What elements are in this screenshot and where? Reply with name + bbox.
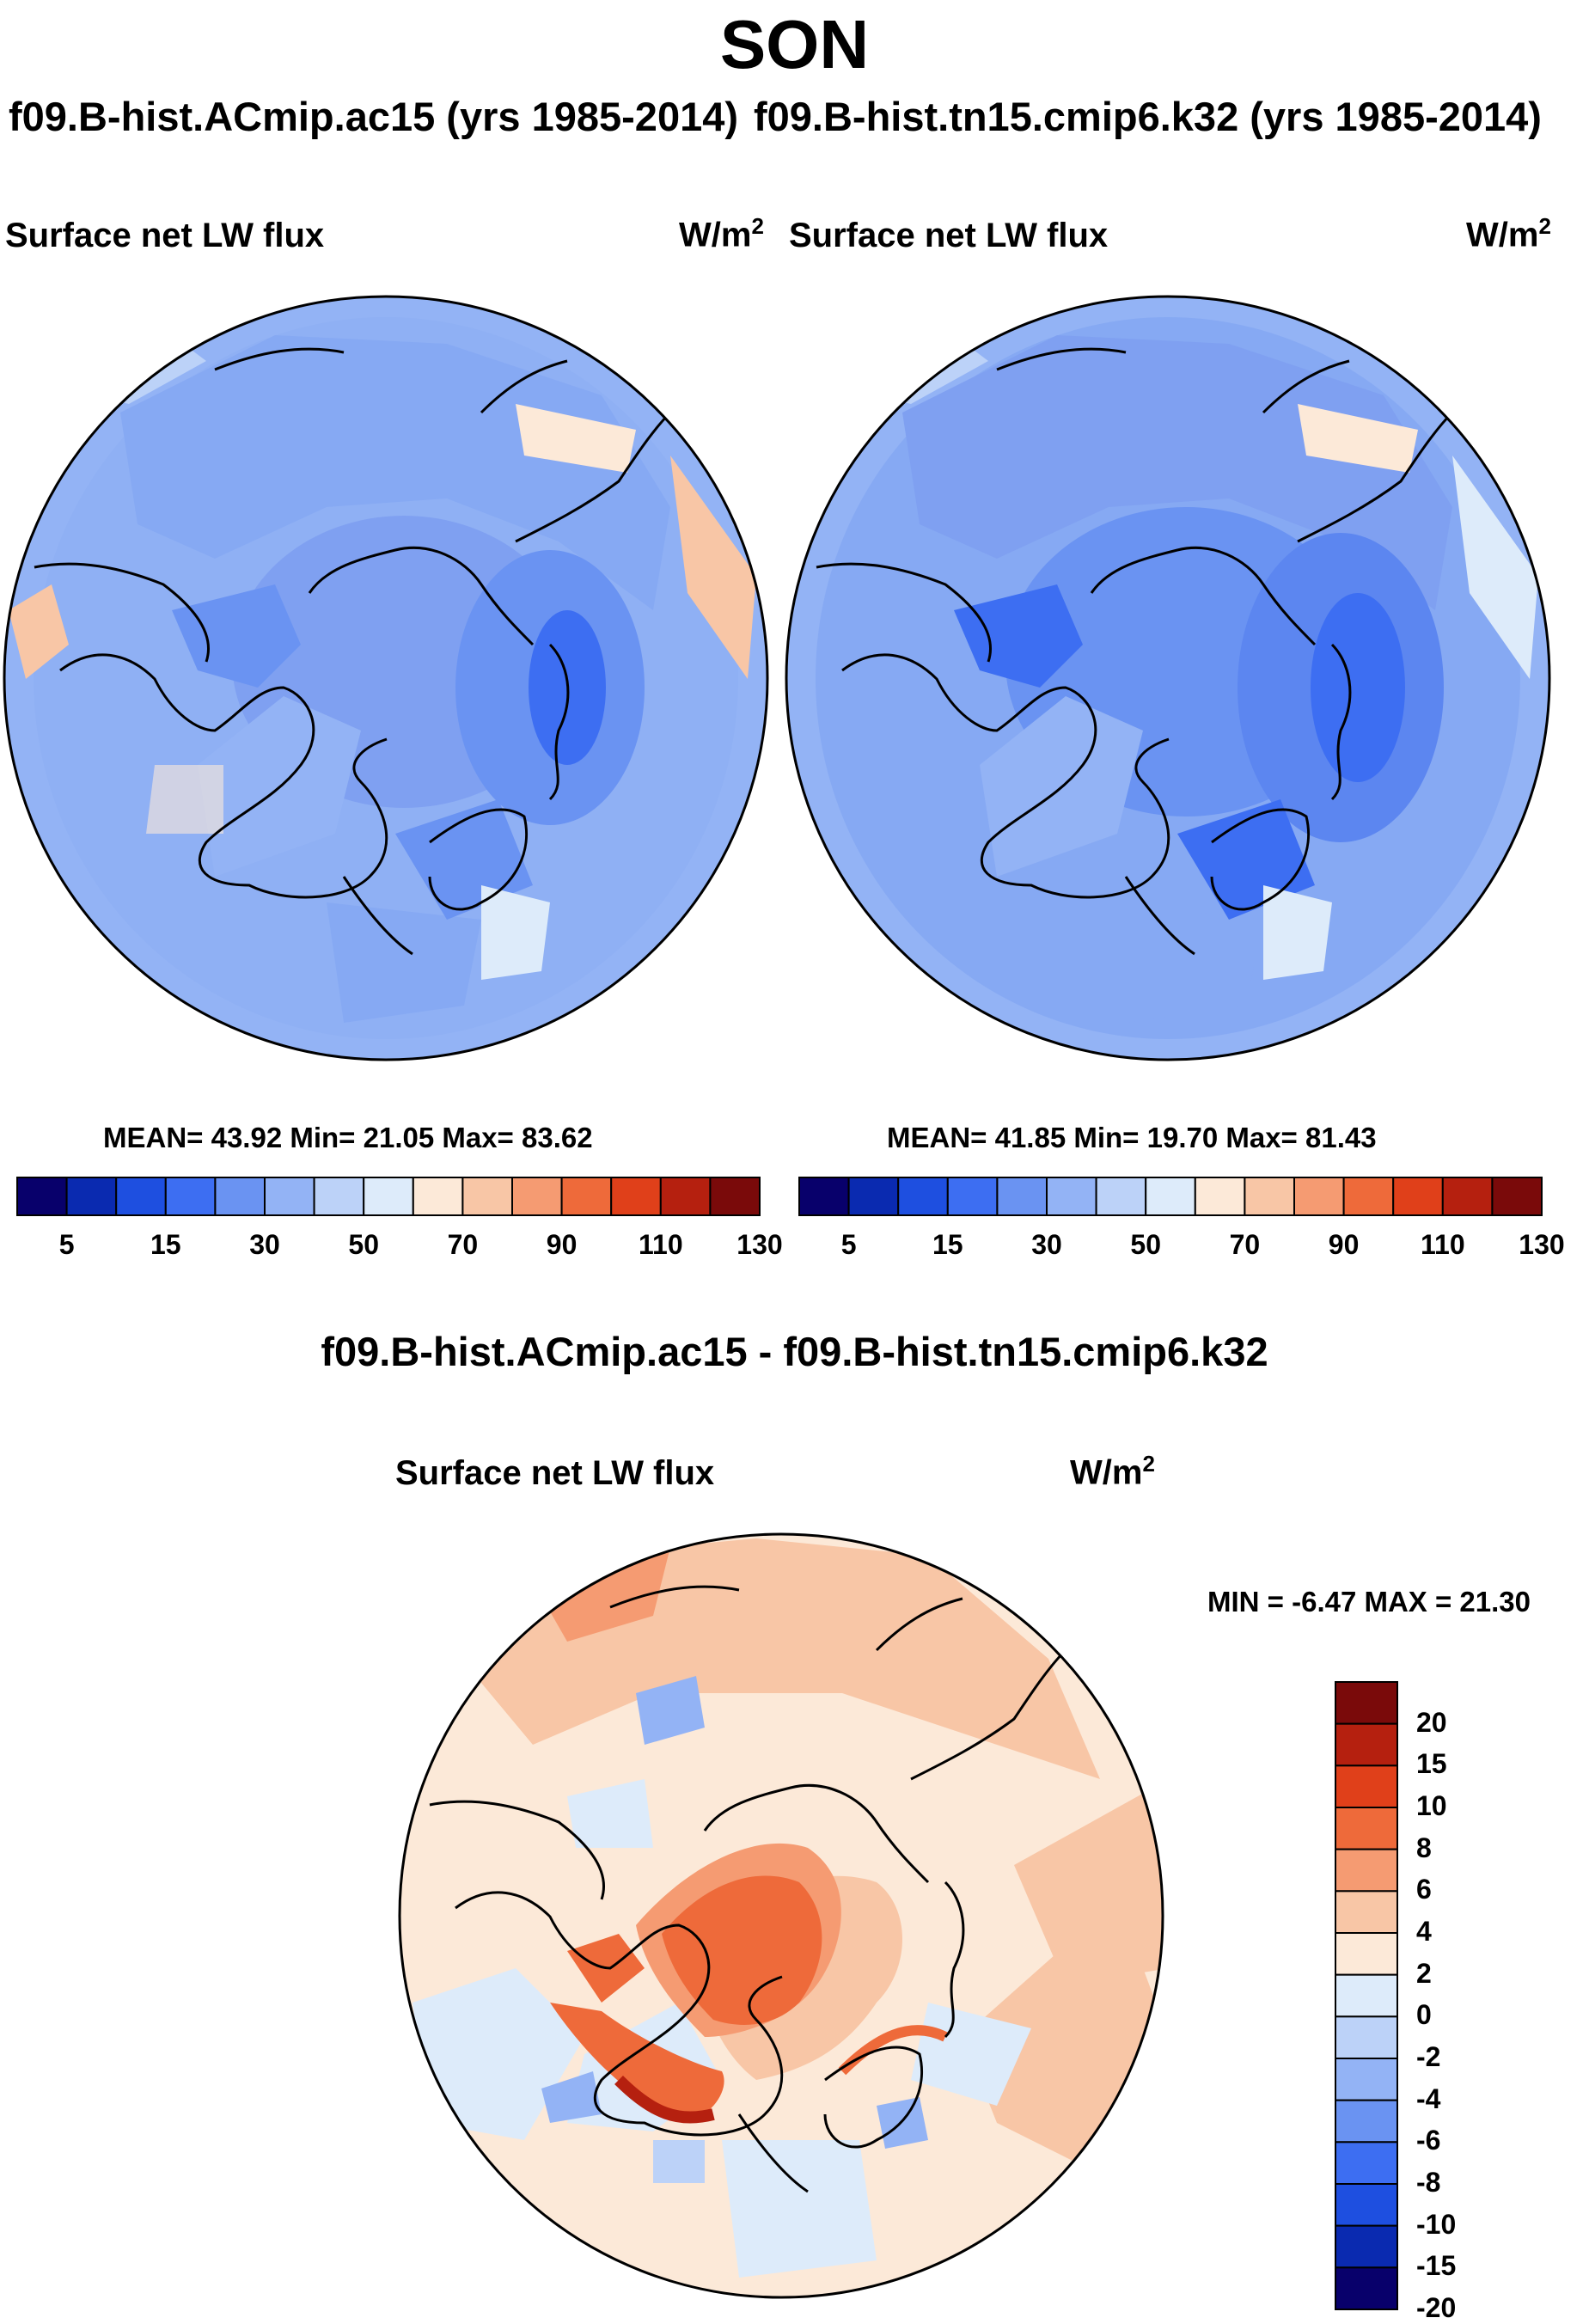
colorbar-swatch <box>1194 1177 1246 1216</box>
diff-variable-label: Surface net LW flux <box>395 1454 715 1492</box>
right-units-label: W/m2 <box>1466 213 1551 254</box>
colorbar-tick-label: -2 <box>1416 2041 1441 2072</box>
colorbar-swatch <box>1335 1681 1398 1725</box>
colorbar-tick-label: 50 <box>348 1229 379 1260</box>
colorbar-swatch <box>1335 2141 1398 2185</box>
colorbar-tick-label: 110 <box>638 1229 683 1260</box>
colorbar-tick-label: 110 <box>1420 1229 1465 1260</box>
main-title: SON <box>719 6 870 83</box>
colorbar-swatch <box>996 1177 1048 1216</box>
colorbar-tick-label: 8 <box>1416 1832 1432 1863</box>
left-variable-label: Surface net LW flux <box>5 217 325 254</box>
colorbar-swatch <box>709 1177 761 1216</box>
colorbar-tick-label: -4 <box>1416 2082 1441 2114</box>
colorbar-tick-label: 15 <box>1416 1748 1447 1780</box>
right-variable-label: Surface net LW flux <box>789 217 1109 254</box>
right-stats: MEAN= 41.85 Min= 19.70 Max= 81.43 <box>887 1122 1377 1153</box>
colorbar-swatch <box>1335 2224 1398 2269</box>
colorbar-swatch <box>1046 1177 1097 1216</box>
colorbar-swatch <box>16 1177 68 1216</box>
colorbar-swatch <box>1335 1932 1398 1976</box>
colorbar-swatch <box>897 1177 949 1216</box>
colorbar-tick-label: 90 <box>1328 1229 1360 1260</box>
colorbar-tick-label: 5 <box>58 1229 75 1260</box>
colorbar-tick-label: 0 <box>1416 1999 1432 2031</box>
colorbar-swatch <box>164 1177 217 1216</box>
colorbar-tick-label: 70 <box>447 1229 479 1260</box>
colorbar-tick-label: 20 <box>1416 1706 1447 1738</box>
colorbar-tick-label: 6 <box>1416 1874 1432 1905</box>
colorbar-tick-label: 30 <box>249 1229 280 1260</box>
colorbar-swatch <box>1095 1177 1147 1216</box>
colorbar-tick-label: 2 <box>1416 1957 1432 1989</box>
colorbar-swatch <box>1335 1890 1398 1934</box>
colorbar-swatch <box>1441 1177 1494 1216</box>
colorbar-swatch <box>1335 1848 1398 1893</box>
colorbar-swatch <box>65 1177 118 1216</box>
right-polar-map <box>785 295 1551 1061</box>
colorbar-swatch <box>1335 2183 1398 2227</box>
colorbar-tick-label: -8 <box>1416 2167 1441 2198</box>
colorbar-swatch <box>1491 1177 1543 1216</box>
colorbar-swatch <box>412 1177 464 1216</box>
colorbar-swatch <box>313 1177 365 1216</box>
colorbar-swatch <box>946 1177 999 1216</box>
colorbar-tick-label: 15 <box>150 1229 181 1260</box>
left-case-title: f09.B-hist.ACmip.ac15 (yrs 1985-2014) <box>9 94 739 139</box>
colorbar-tick-label: 4 <box>1416 1916 1432 1947</box>
colorbar-swatch <box>1335 2266 1398 2310</box>
colorbar-tick-label: -20 <box>1416 2292 1457 2323</box>
colorbar-swatch <box>1335 1973 1398 2018</box>
colorbar-tick-label: 130 <box>1519 1229 1565 1260</box>
colorbar-swatch <box>798 1177 850 1216</box>
right-colorbar <box>798 1177 1543 1216</box>
colorbar-swatch <box>1244 1177 1296 1216</box>
colorbar-tick-label: 50 <box>1130 1229 1161 1260</box>
colorbar-swatch <box>1335 2058 1398 2101</box>
colorbar-swatch <box>1335 2099 1398 2144</box>
diff-stats: MIN = -6.47 MAX = 21.30 <box>1207 1586 1531 1618</box>
colorbar-swatch <box>659 1177 712 1216</box>
left-polar-map <box>3 295 769 1061</box>
colorbar-tick-label: 5 <box>840 1229 857 1260</box>
diff-units-label: W/m2 <box>1070 1451 1155 1492</box>
colorbar-tick-label: -10 <box>1416 2208 1457 2240</box>
colorbar-tick-label: 30 <box>1031 1229 1062 1260</box>
colorbar-swatch <box>560 1177 613 1216</box>
colorbar-swatch <box>847 1177 900 1216</box>
colorbar-tick-label: 90 <box>546 1229 578 1260</box>
colorbar-swatch <box>264 1177 315 1216</box>
colorbar-swatch <box>214 1177 266 1216</box>
colorbar-swatch <box>1293 1177 1345 1216</box>
colorbar-swatch <box>1392 1177 1444 1216</box>
colorbar-tick-label: -15 <box>1416 2250 1457 2282</box>
colorbar-tick-label: -6 <box>1416 2125 1441 2156</box>
colorbar-swatch <box>1335 2015 1398 2060</box>
colorbar-swatch <box>1342 1177 1395 1216</box>
colorbar-tick-label: 130 <box>736 1229 783 1260</box>
diff-colorbar <box>1335 1681 1398 2310</box>
colorbar-swatch <box>1145 1177 1196 1216</box>
right-case-title: f09.B-hist.tn15.cmip6.k32 (yrs 1985-2014… <box>754 94 1542 139</box>
colorbar-swatch <box>461 1177 514 1216</box>
colorbar-swatch <box>1335 1764 1398 1809</box>
left-stats: MEAN= 43.92 Min= 21.05 Max= 83.62 <box>103 1122 593 1153</box>
diff-title: f09.B-hist.ACmip.ac15 - f09.B-hist.tn15.… <box>321 1329 1268 1374</box>
colorbar-swatch <box>610 1177 662 1216</box>
colorbar-swatch <box>115 1177 167 1216</box>
diff-polar-map <box>398 1532 1164 2299</box>
left-units-label: W/m2 <box>679 213 764 254</box>
colorbar-tick-label: 10 <box>1416 1790 1447 1821</box>
colorbar-swatch <box>363 1177 414 1216</box>
colorbar-swatch <box>511 1177 563 1216</box>
colorbar-swatch <box>1335 1807 1398 1850</box>
colorbar-swatch <box>1335 1722 1398 1767</box>
colorbar-tick-label: 70 <box>1229 1229 1261 1260</box>
colorbar-tick-label: 15 <box>932 1229 963 1260</box>
left-colorbar <box>16 1177 761 1216</box>
